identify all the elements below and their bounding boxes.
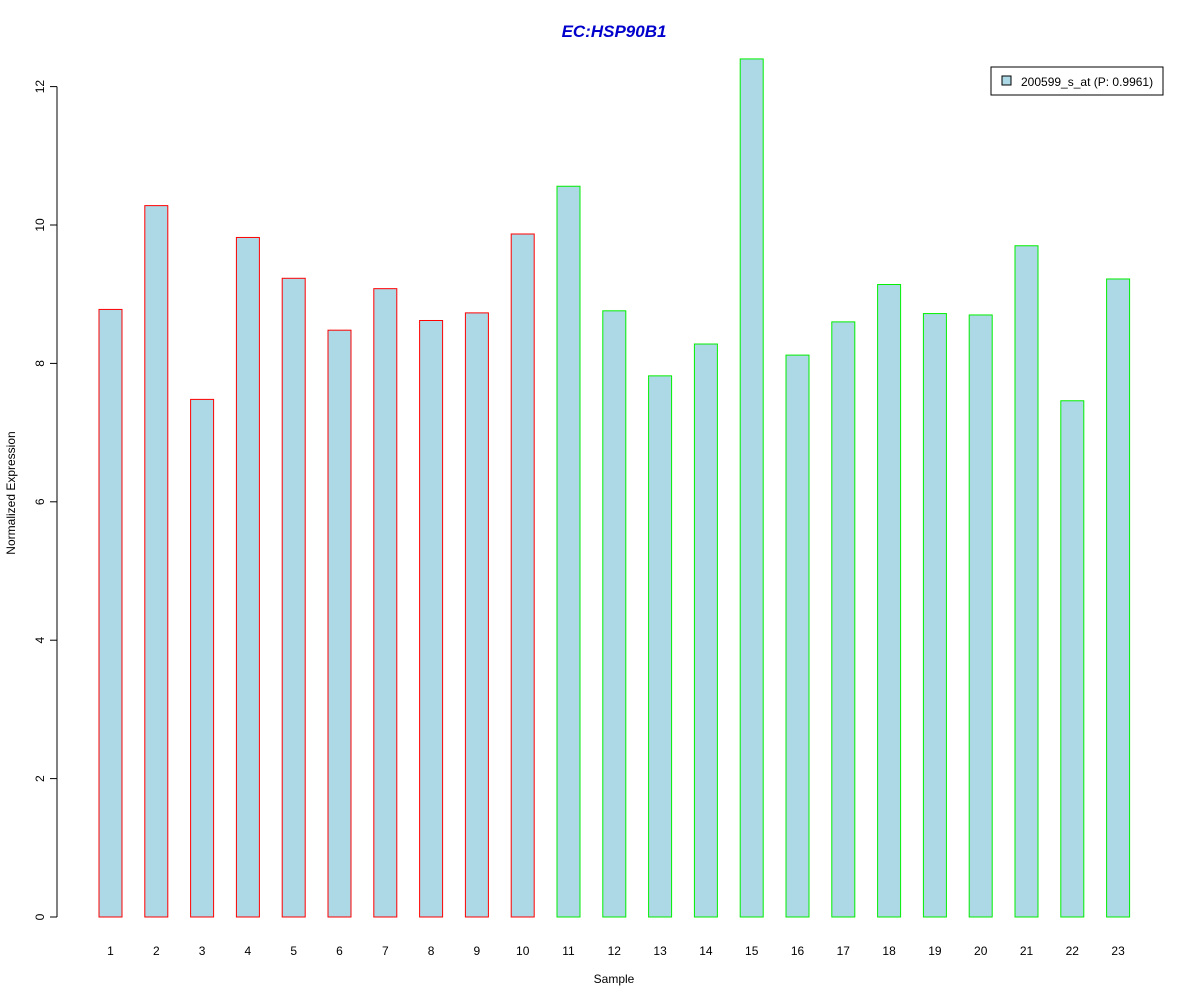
- y-tick-label: 4: [33, 637, 47, 644]
- x-tick-label: 5: [290, 944, 297, 958]
- bar-sample-13: [648, 375, 673, 918]
- y-tick-label: 0: [33, 913, 47, 920]
- bar-sample-14: [693, 343, 718, 918]
- y-tick-label: 6: [33, 498, 47, 505]
- x-tick-label: 21: [1020, 944, 1034, 958]
- x-tick-label: 17: [837, 944, 851, 958]
- y-tick-label: 12: [33, 80, 47, 94]
- bar-sample-23: [1106, 278, 1131, 918]
- x-tick-label: 22: [1066, 944, 1080, 958]
- y-tick-label: 8: [33, 360, 47, 367]
- x-tick-label: 2: [153, 944, 160, 958]
- x-tick-label: 20: [974, 944, 988, 958]
- bar-sample-19: [922, 313, 947, 918]
- legend-swatch: [1001, 75, 1012, 86]
- bar-sample-11: [556, 185, 581, 918]
- bar-sample-9: [464, 312, 489, 918]
- x-tick-label: 10: [516, 944, 530, 958]
- bar-sample-15: [739, 58, 764, 918]
- bar-sample-12: [602, 310, 627, 918]
- bar-sample-1: [98, 308, 123, 918]
- legend-label: 200599_s_at (P: 0.9961): [1021, 75, 1153, 89]
- bar-sample-10: [510, 233, 535, 918]
- chart-title: EC:HSP90B1: [562, 22, 667, 41]
- y-tick-label: 2: [33, 775, 47, 782]
- x-tick-label: 11: [562, 944, 575, 958]
- bar-sample-18: [877, 284, 902, 918]
- bar-sample-17: [831, 321, 856, 918]
- y-axis-label: Normalized Expression: [4, 431, 18, 554]
- bar-sample-22: [1060, 400, 1085, 918]
- x-tick-label: 1: [107, 944, 114, 958]
- bar-sample-5: [281, 277, 306, 918]
- x-tick-label: 3: [199, 944, 206, 958]
- legend-box: [990, 66, 1164, 96]
- bars: [98, 58, 1131, 918]
- x-tick-label: 15: [745, 944, 759, 958]
- y-axis: 0 2 4 6 8 10 12: [33, 80, 58, 920]
- x-tick-label: 14: [699, 944, 713, 958]
- bar-sample-8: [419, 319, 444, 918]
- x-axis-label: Sample: [594, 972, 635, 986]
- bar-sample-20: [968, 314, 993, 918]
- x-tick-label: 12: [608, 944, 622, 958]
- x-tick-label: 16: [791, 944, 805, 958]
- x-tick-label: 19: [928, 944, 942, 958]
- x-tick-label: 23: [1111, 944, 1125, 958]
- x-tick-label: 6: [336, 944, 343, 958]
- x-tick-labels: 1 2 3 4 5 6 7 8 9 10 11 12 13 14 15 16 17 18 19 20 21 22 23: [107, 944, 1125, 958]
- bar-sample-3: [190, 398, 215, 918]
- legend: 200599_s_at (P: 0.9961): [990, 66, 1164, 96]
- bar-sample-4: [235, 236, 260, 918]
- x-tick-label: 7: [382, 944, 389, 958]
- x-tick-label: 13: [653, 944, 667, 958]
- bar-sample-16: [785, 354, 810, 918]
- bar-sample-6: [327, 329, 352, 918]
- x-tick-label: 18: [882, 944, 896, 958]
- bar-sample-2: [144, 205, 169, 918]
- x-tick-label: 8: [428, 944, 435, 958]
- bar-sample-7: [373, 288, 398, 918]
- y-tick-label: 10: [33, 218, 47, 232]
- x-tick-label: 4: [245, 944, 252, 958]
- bar-sample-21: [1014, 245, 1039, 918]
- x-tick-label: 9: [474, 944, 481, 958]
